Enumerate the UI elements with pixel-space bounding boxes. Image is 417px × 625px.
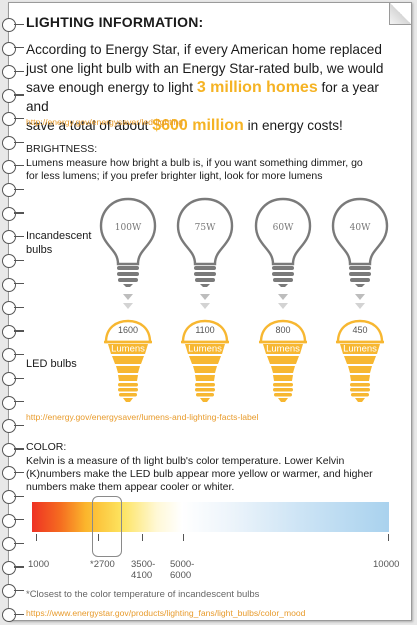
tick-10000: [388, 534, 389, 541]
binding-ring: [2, 112, 24, 127]
led-lumens-unit: Lumens: [343, 344, 377, 355]
kelvin-label-3500-4100: 3500- 4100: [131, 559, 156, 581]
led-bulb-icon: 1100 Lumens: [177, 318, 233, 409]
source-link-color-mood[interactable]: https://www.energystar.gov/products/ligh…: [26, 608, 306, 618]
color-title: COLOR:: [26, 441, 67, 453]
binding-ring: [2, 277, 24, 292]
tick-5000: [183, 534, 184, 541]
led-lumens-value: 800: [275, 325, 290, 335]
incandescent-wattage: 100W: [115, 223, 142, 233]
down-arrow-icon: [123, 294, 133, 300]
kelvin-label-10000: 10000: [373, 559, 400, 570]
binding-ring: [2, 348, 24, 363]
led-lumens-value: 1600: [118, 325, 138, 335]
led-lumens-value: 1100: [195, 325, 214, 335]
binding-ring: [2, 419, 24, 434]
binding-ring: [2, 584, 24, 599]
binding-ring: [2, 88, 24, 103]
binding-ring: [2, 537, 24, 552]
down-arrow-icon: [123, 303, 133, 309]
incandescent-bulb-icon: 60W: [253, 196, 313, 293]
binding-ring: [2, 395, 24, 410]
tick-1000: [36, 534, 37, 541]
led-lumens-value: 450: [352, 325, 367, 335]
down-arrow-icon: [278, 303, 288, 309]
binding-ring: [2, 136, 24, 150]
binding-ring: [2, 513, 24, 528]
down-arrow-icon: [200, 303, 210, 309]
color-description: Kelvin is a measure of th light bulb's c…: [26, 455, 373, 493]
down-arrow-icon: [355, 294, 365, 300]
incandescent-wattage: 60W: [273, 223, 294, 233]
source-link-lumens-label[interactable]: http://energy.gov/energysaver/lumens-and…: [26, 412, 259, 422]
intro-text: According to Energy Star, if every Ameri…: [26, 40, 396, 135]
led-row-label: LED bulbs: [26, 358, 77, 370]
tick-3500: [142, 534, 143, 541]
binding-ring: [2, 183, 24, 198]
led-bulb-icon: 800 Lumens: [255, 318, 311, 409]
incandescent-wattage: 40W: [350, 223, 371, 233]
down-arrow-icon: [355, 303, 365, 309]
led-bulb-icon: 450 Lumens: [332, 318, 388, 409]
intro-line-1: According to Energy Star, if every Ameri…: [26, 42, 382, 57]
led-lumens-unit: Lumens: [111, 344, 145, 355]
highlight-homes: 3 million homes: [196, 79, 318, 96]
led-lumens-unit: Lumens: [266, 344, 300, 355]
tick-2700: [98, 534, 99, 541]
binding-ring: [2, 490, 24, 504]
binding-ring: [2, 41, 24, 56]
binding-ring: [2, 324, 24, 339]
binding-ring: [2, 560, 24, 575]
incandescent-temperature-marker: [92, 496, 122, 557]
intro-line-4: save a total of about $600 million in en…: [26, 117, 343, 134]
incandescent-bulb-icon: 75W: [175, 196, 235, 293]
binding-ring: [2, 608, 24, 622]
incandescent-bulb-icon: 100W: [98, 196, 158, 293]
source-link-led-lighting[interactable]: http://energy.gov/energysaver/led-lighti…: [26, 117, 184, 127]
kelvin-label-2700: *2700: [90, 559, 115, 570]
highlight-money: $600 million: [152, 117, 244, 134]
page-corner-fold: [389, 3, 411, 25]
binding-ring: [2, 206, 24, 221]
kelvin-label-1000: 1000: [28, 559, 50, 570]
incandescent-row-label: Incandescent bulbs: [26, 230, 92, 256]
binding-ring: [2, 18, 24, 32]
brightness-description: Lumens measure how bright a bulb is, if …: [26, 157, 363, 182]
incandescent-wattage: 75W: [195, 223, 216, 233]
led-lumens-unit: Lumens: [188, 344, 222, 355]
binding-ring: [2, 301, 24, 316]
binding-ring: [2, 372, 24, 386]
binding-ring: [2, 65, 24, 80]
intro-line-2: just one light bulb with an Energy Star-…: [26, 61, 384, 76]
binding-ring: [2, 442, 24, 457]
intro-line-3: save enough energy to light 3 million ho…: [26, 79, 379, 114]
kelvin-label-5000-6000: 5000- 6000: [170, 559, 195, 581]
binding-ring: [2, 466, 24, 481]
binding-ring: [2, 159, 24, 174]
page-title: LIGHTING INFORMATION:: [26, 14, 204, 30]
down-arrow-icon: [200, 294, 210, 300]
down-arrow-icon: [278, 294, 288, 300]
brightness-title: BRIGHTNESS:: [26, 143, 98, 155]
color-temperature-spectrum: [32, 502, 389, 532]
incandescent-bulb-icon: 40W: [330, 196, 390, 293]
binding-ring: [2, 254, 24, 268]
led-bulb-icon: 1600 Lumens: [100, 318, 156, 409]
color-footnote: *Closest to the color temperature of inc…: [26, 589, 260, 600]
spiral-binding: [0, 0, 30, 625]
binding-ring: [2, 230, 24, 245]
